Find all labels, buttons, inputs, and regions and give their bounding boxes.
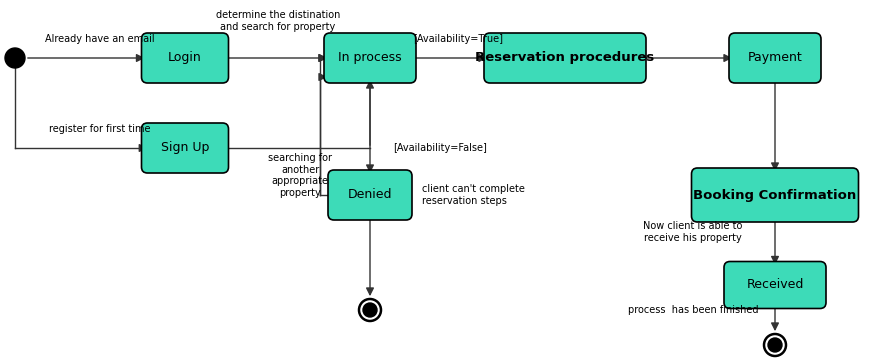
Text: Denied: Denied [347, 189, 392, 202]
Text: Already have an email: Already have an email [45, 34, 155, 44]
Text: Login: Login [168, 51, 202, 64]
Text: Received: Received [746, 279, 804, 292]
FancyBboxPatch shape [324, 33, 416, 83]
Text: Booking Confirmation: Booking Confirmation [693, 189, 856, 202]
Text: [Availability=True]: [Availability=True] [413, 34, 503, 44]
Text: process  has been finished: process has been finished [628, 305, 759, 315]
FancyBboxPatch shape [729, 33, 821, 83]
FancyBboxPatch shape [141, 33, 229, 83]
Circle shape [363, 303, 377, 317]
FancyBboxPatch shape [328, 170, 412, 220]
Text: Reservation procedures: Reservation procedures [476, 51, 655, 64]
FancyBboxPatch shape [141, 123, 229, 173]
FancyBboxPatch shape [724, 261, 826, 309]
Text: client can't complete
reservation steps: client can't complete reservation steps [422, 184, 525, 206]
Text: determine the distination
and search for property: determine the distination and search for… [216, 10, 340, 32]
Text: Payment: Payment [747, 51, 802, 64]
Text: In process: In process [338, 51, 402, 64]
Text: Sign Up: Sign Up [161, 141, 210, 154]
Text: register for first time: register for first time [49, 124, 151, 134]
FancyBboxPatch shape [484, 33, 646, 83]
FancyBboxPatch shape [691, 168, 858, 222]
Text: [Availability=False]: [Availability=False] [393, 143, 487, 153]
Text: Now client is able to
receive his property: Now client is able to receive his proper… [643, 221, 743, 243]
Circle shape [764, 334, 786, 356]
Circle shape [5, 48, 25, 68]
Text: searching for
another
appropriate
property: searching for another appropriate proper… [268, 153, 332, 198]
Circle shape [359, 299, 381, 321]
Circle shape [768, 338, 782, 352]
